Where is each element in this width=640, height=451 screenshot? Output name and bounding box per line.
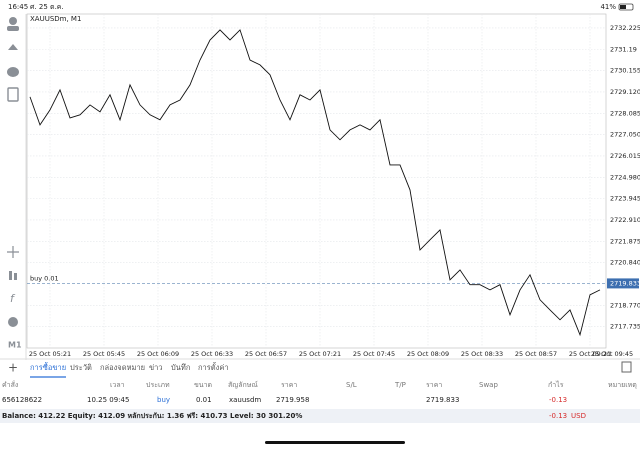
trade-icon[interactable] xyxy=(8,44,18,50)
column-header: ขนาด xyxy=(194,381,212,389)
y-tick-label: 2728.085 xyxy=(610,109,640,117)
column-header: กำไร xyxy=(548,380,564,389)
summary-band xyxy=(0,409,640,423)
y-tick-label: 2723.945 xyxy=(610,195,640,203)
status-battery: 41% xyxy=(600,3,616,11)
x-tick-label: 25 Oct 08:57 xyxy=(515,350,557,358)
y-tick-label: 2724.980 xyxy=(610,173,640,181)
tab[interactable]: ประวัติ xyxy=(70,363,92,372)
summary-currency: USD xyxy=(571,412,586,420)
y-tick-label: 2720.840 xyxy=(610,259,640,267)
x-tick-label: 25 Oct 09:45 xyxy=(591,350,633,358)
account-icon[interactable] xyxy=(9,17,17,25)
summary: Balance: 412.22 Equity: 412.09 หลักประกั… xyxy=(2,412,302,420)
indicator-icon[interactable] xyxy=(9,271,12,280)
cell: buy xyxy=(157,396,170,404)
chart-frame xyxy=(26,13,607,349)
toolbar: f xyxy=(7,17,19,327)
x-tick-label: 25 Oct 05:21 xyxy=(29,350,71,358)
column-header: T/P xyxy=(394,381,406,389)
indicator-icon-2 xyxy=(14,273,17,280)
objects-icon[interactable] xyxy=(8,317,18,327)
y-tick-label: 2729.120 xyxy=(610,88,640,96)
timeframe-button[interactable]: M1 xyxy=(8,341,22,350)
new-order-icon[interactable] xyxy=(7,87,19,102)
cell: 2719.833 xyxy=(426,396,459,404)
y-tick-label: 2718.770 xyxy=(610,301,640,309)
column-header: ราคา xyxy=(426,381,442,389)
column-header: คำสั่ง xyxy=(2,380,18,389)
function-icon[interactable]: f xyxy=(10,292,16,305)
x-tick-label: 25 Oct 07:45 xyxy=(353,350,395,358)
summary-profit: -0.13 xyxy=(549,412,567,420)
x-tick-label: 25 Oct 07:21 xyxy=(299,350,341,358)
cell: xauusdm xyxy=(229,396,261,404)
tab[interactable]: การซื้อขาย xyxy=(30,362,66,372)
y-tick-label: 2727.050 xyxy=(610,131,640,139)
current-price: 2719.833 xyxy=(610,279,640,287)
x-tick-label: 25 Oct 09:21 xyxy=(569,350,611,358)
home-indicator xyxy=(265,441,405,444)
x-tick-label: 25 Oct 06:09 xyxy=(137,350,179,358)
x-tick-label: 25 Oct 06:33 xyxy=(191,350,233,358)
y-tick-label: 2721.875 xyxy=(610,237,640,245)
order-label: buy 0.01 xyxy=(30,274,59,282)
column-header: Swap xyxy=(479,381,498,389)
y-tick-label: 2730.155 xyxy=(610,67,640,75)
cell: -0.13 xyxy=(549,396,567,404)
tab[interactable]: ข่าว xyxy=(149,363,163,372)
cell: 0.01 xyxy=(196,396,212,404)
account-icon-body xyxy=(7,26,19,31)
column-header: ราคา xyxy=(281,381,297,389)
chat-icon[interactable] xyxy=(7,67,19,77)
cell: 656128622 xyxy=(2,396,42,404)
column-header: หมายเหตุ xyxy=(608,381,637,389)
cell: 2719.958 xyxy=(276,396,309,404)
status-time: 16:45 xyxy=(8,3,28,11)
price-tag xyxy=(607,278,639,289)
tab[interactable]: บันทึก xyxy=(171,363,190,372)
price-line xyxy=(29,29,601,337)
battery-icon xyxy=(618,3,634,11)
add-button[interactable]: + xyxy=(8,361,18,375)
cell: 10.25 09:45 xyxy=(87,396,129,404)
column-header: เวลา xyxy=(110,381,125,389)
y-tick-label: 2732.225 xyxy=(610,24,640,32)
panel-icon[interactable] xyxy=(621,361,632,373)
y-tick-label: 2731.19 xyxy=(610,45,637,53)
x-tick-label: 25 Oct 05:45 xyxy=(83,350,125,358)
crosshair-icon[interactable] xyxy=(7,246,19,258)
x-tick-label: 25 Oct 08:09 xyxy=(407,350,449,358)
column-header: สัญลักษณ์ xyxy=(228,381,258,389)
x-tick-label: 25 Oct 08:33 xyxy=(461,350,503,358)
y-tick-label: 2726.015 xyxy=(610,152,640,160)
chart-symbol: XAUUSDm, M1 xyxy=(30,15,81,23)
status-date: ศ. 25 ต.ค. xyxy=(30,3,64,11)
y-tick-label: 2722.910 xyxy=(610,216,640,224)
column-header: ประเภท xyxy=(146,381,170,389)
x-tick-label: 25 Oct 06:57 xyxy=(245,350,287,358)
tab[interactable]: กล่องจดหมาย xyxy=(100,363,145,372)
column-header: S/L xyxy=(346,381,357,389)
y-tick-label: 2717.735 xyxy=(610,323,640,331)
battery-level xyxy=(620,5,626,9)
tab[interactable]: การตั้งค่า xyxy=(198,362,229,372)
